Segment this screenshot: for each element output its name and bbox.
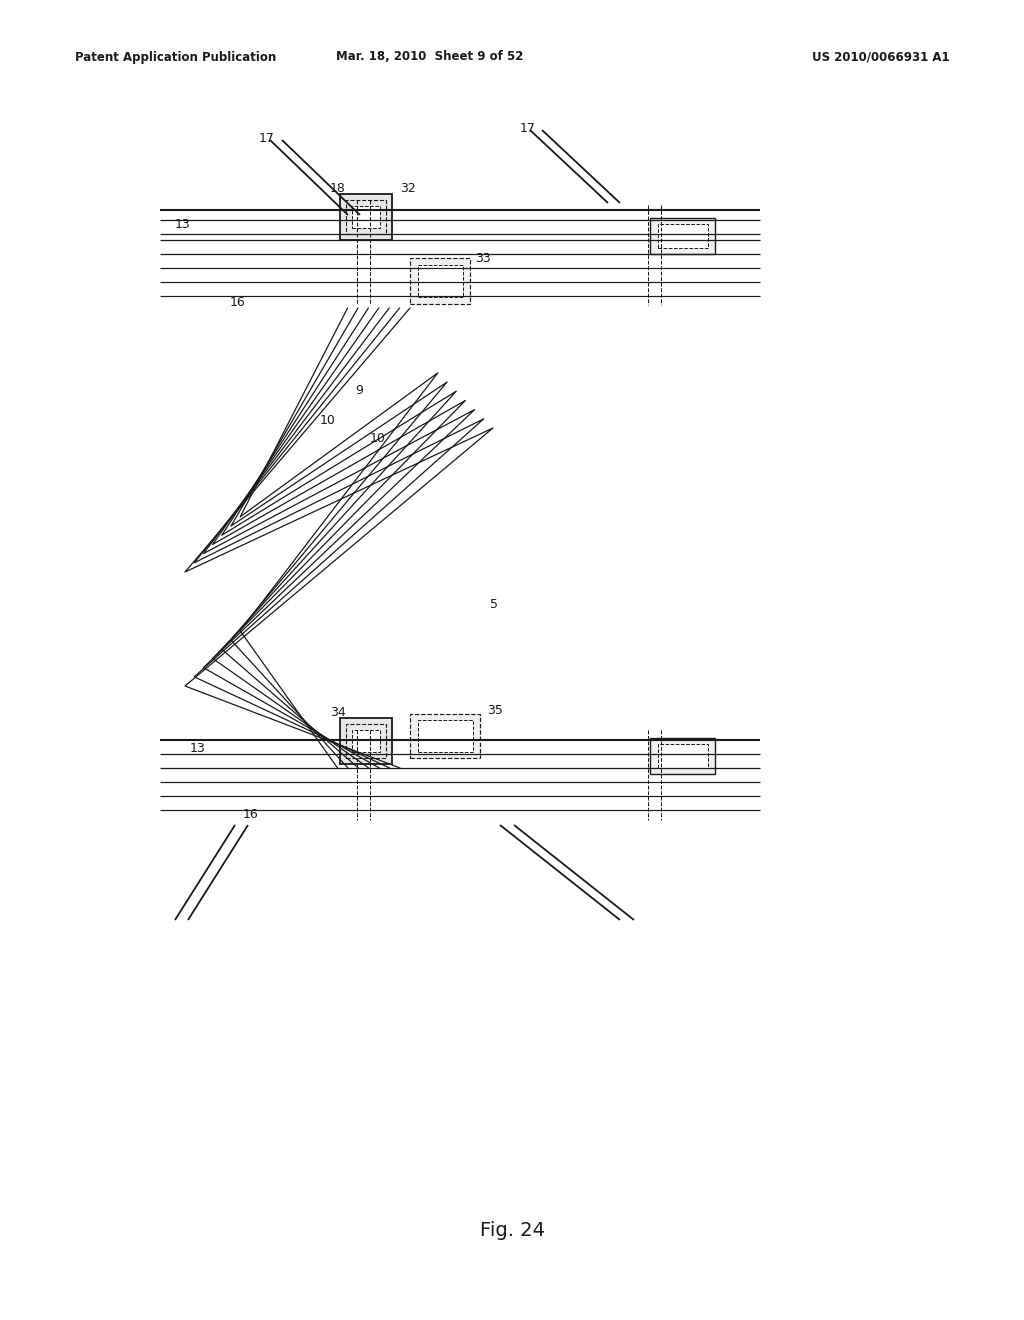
Text: 13: 13 [175,219,190,231]
Bar [418,719,473,752]
Bar [340,718,392,764]
Text: 16: 16 [243,808,259,821]
Bar [650,218,715,253]
Text: Patent Application Publication: Patent Application Publication [75,50,276,63]
Bar [418,265,463,297]
Bar [650,738,715,774]
Bar [410,714,480,758]
Bar [658,224,708,248]
Bar [346,723,386,758]
Text: 34: 34 [330,705,346,718]
Text: 5: 5 [490,598,498,611]
Bar [346,201,386,234]
Text: 13: 13 [190,742,206,755]
Text: Mar. 18, 2010  Sheet 9 of 52: Mar. 18, 2010 Sheet 9 of 52 [336,50,523,63]
Text: 33: 33 [475,252,490,264]
Text: 17: 17 [520,121,536,135]
Bar [340,194,392,240]
Text: 18: 18 [330,181,346,194]
Text: 10: 10 [370,432,386,445]
Bar [352,206,380,228]
Text: 16: 16 [230,296,246,309]
Text: US 2010/0066931 A1: US 2010/0066931 A1 [812,50,950,63]
Text: 35: 35 [487,704,503,717]
Bar [352,730,380,752]
Bar [658,744,708,768]
Text: 9: 9 [355,384,362,396]
Text: 17: 17 [259,132,274,144]
Text: 32: 32 [400,181,416,194]
Text: 10: 10 [319,413,336,426]
Bar [410,257,470,304]
Text: Fig. 24: Fig. 24 [479,1221,545,1239]
